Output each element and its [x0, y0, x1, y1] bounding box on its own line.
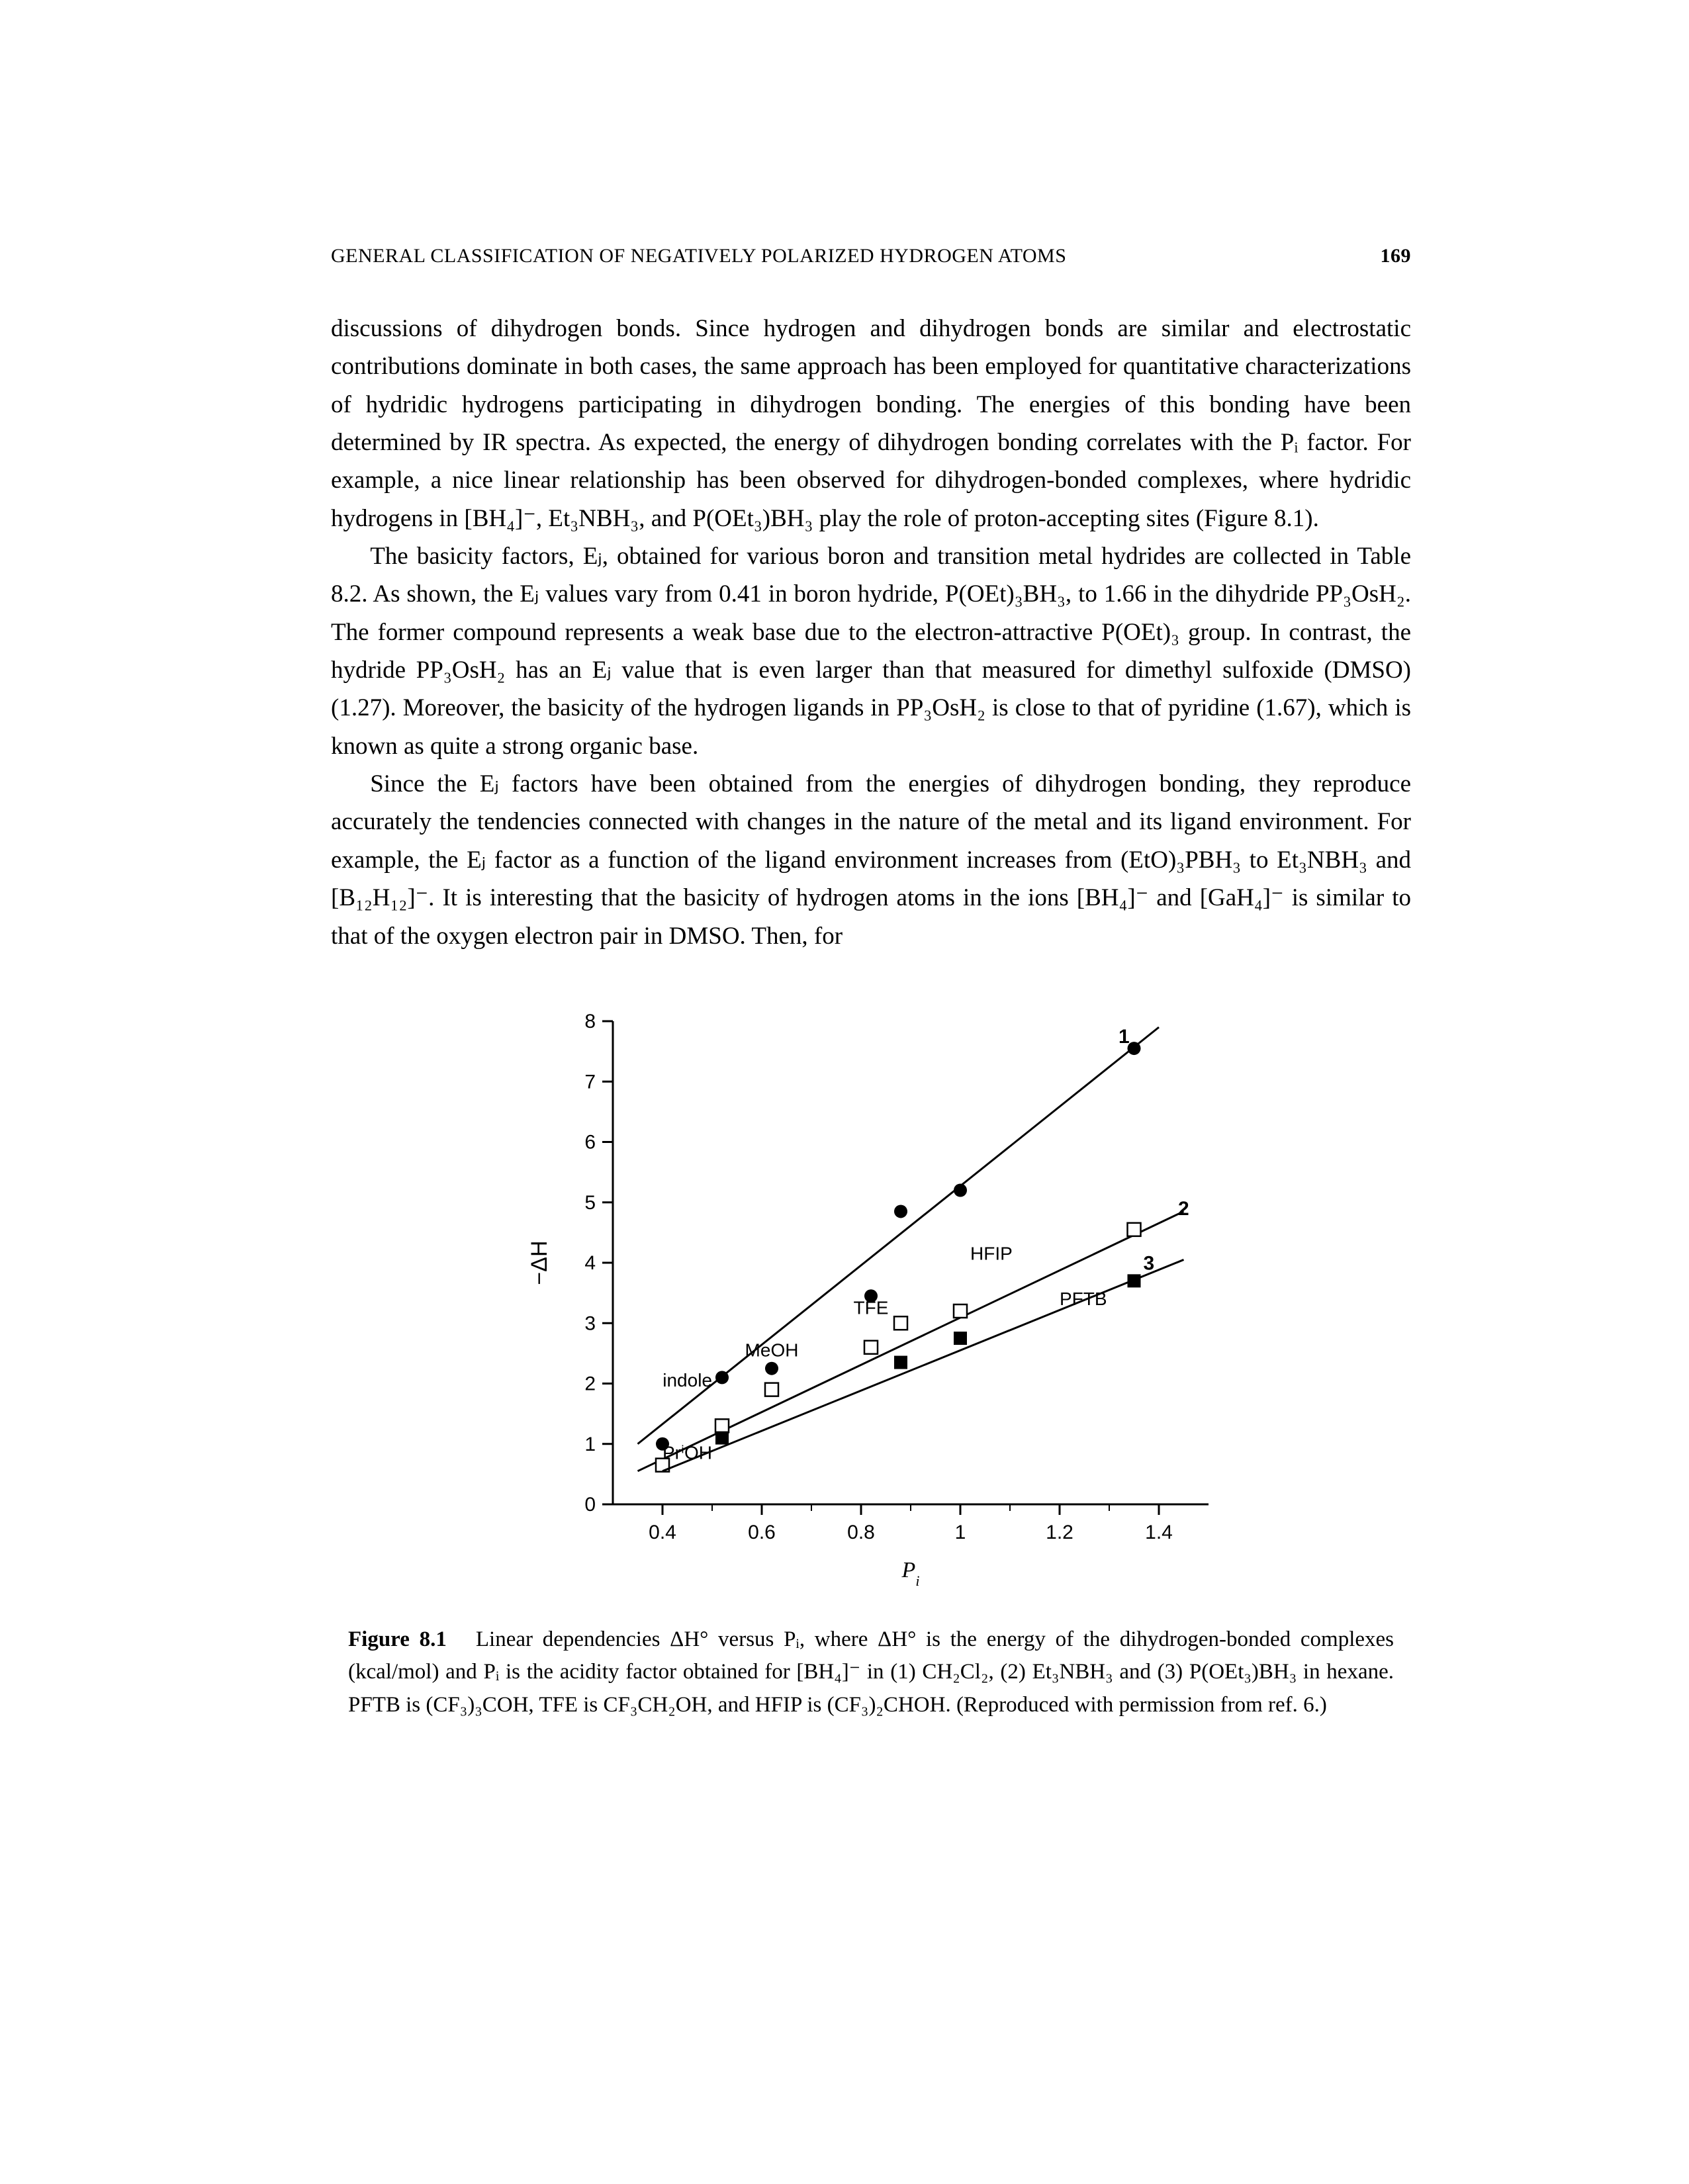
svg-text:0: 0 — [584, 1494, 596, 1516]
figure-caption: Figure 8.1 Linear dependencies ΔH° versu… — [348, 1623, 1394, 1722]
svg-text:3: 3 — [1144, 1252, 1155, 1274]
svg-text:0.4: 0.4 — [649, 1522, 676, 1543]
body-text: discussions of dihydrogen bonds. Since h… — [331, 310, 1411, 955]
svg-text:1: 1 — [1118, 1026, 1130, 1048]
caption-text: Linear dependencies ΔH° versus Pᵢ, where… — [348, 1627, 1394, 1717]
paragraph-1: discussions of dihydrogen bonds. Since h… — [331, 310, 1411, 537]
svg-text:7: 7 — [584, 1071, 596, 1093]
running-title: GENERAL CLASSIFICATION OF NEGATIVELY POL… — [331, 245, 1066, 267]
svg-text:Pi: Pi — [901, 1558, 920, 1589]
svg-text:5: 5 — [584, 1192, 596, 1214]
svg-text:0.8: 0.8 — [847, 1522, 875, 1543]
svg-text:indole: indole — [662, 1370, 712, 1390]
svg-text:4: 4 — [584, 1252, 596, 1274]
svg-text:TFE: TFE — [854, 1297, 889, 1318]
paragraph-2: The basicity factors, Eⱼ, obtained for v… — [331, 537, 1411, 765]
svg-text:HFIP: HFIP — [970, 1243, 1013, 1263]
svg-text:1: 1 — [584, 1433, 596, 1455]
paragraph-3: Since the Eⱼ factors have been obtained … — [331, 765, 1411, 955]
svg-text:PrⁱOH: PrⁱOH — [662, 1442, 712, 1463]
svg-text:1.2: 1.2 — [1046, 1522, 1073, 1543]
page: GENERAL CLASSIFICATION OF NEGATIVELY POL… — [0, 0, 1689, 2184]
svg-text:0.6: 0.6 — [748, 1522, 776, 1543]
figure-8-1: 0.4 0.6 0.8 1 1.2 1.4 0 1 2 3 4 5 6 7 8 Pi −ΔH 1 2 3 PrⁱOH in… — [331, 1001, 1411, 1722]
running-head: GENERAL CLASSIFICATION OF NEGATIVELY POL… — [331, 245, 1411, 267]
svg-text:−ΔH: −ΔH — [527, 1240, 552, 1285]
svg-text:PFTB: PFTB — [1060, 1289, 1107, 1309]
svg-text:3: 3 — [584, 1312, 596, 1334]
svg-text:2: 2 — [1178, 1198, 1189, 1220]
svg-text:8: 8 — [584, 1011, 596, 1032]
page-number: 169 — [1381, 245, 1412, 267]
chart-svg: 0.4 0.6 0.8 1 1.2 1.4 0 1 2 3 4 5 6 7 8 Pi −ΔH 1 2 3 PrⁱOH in… — [507, 1001, 1235, 1597]
svg-text:MeOH: MeOH — [745, 1340, 799, 1360]
caption-label: Figure 8.1 — [348, 1627, 447, 1651]
svg-text:6: 6 — [584, 1131, 596, 1153]
svg-text:1.4: 1.4 — [1145, 1522, 1173, 1543]
svg-text:1: 1 — [955, 1522, 966, 1543]
svg-text:2: 2 — [584, 1373, 596, 1394]
